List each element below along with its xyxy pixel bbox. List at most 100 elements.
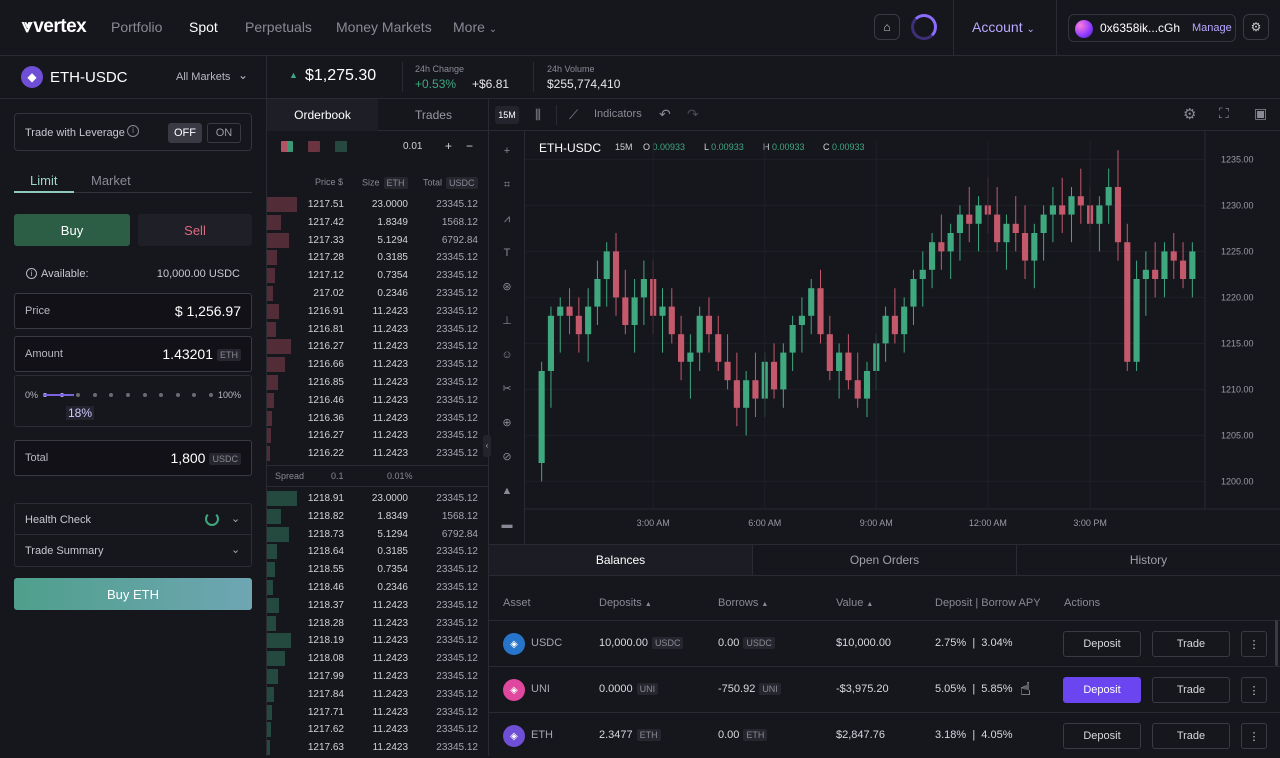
redo-icon[interactable]: ↷: [687, 106, 699, 122]
text-icon[interactable]: T: [503, 247, 511, 259]
bid-row[interactable]: 1218.19 11.2423 23345.12: [267, 632, 489, 649]
gear-icon[interactable]: ⚙: [1243, 14, 1269, 40]
tick-minus-button[interactable]: −: [466, 139, 474, 153]
slider-tick[interactable]: [76, 393, 81, 397]
bid-row[interactable]: 1218.28 11.2423 23345.12: [267, 615, 489, 632]
slider-tick[interactable]: [109, 393, 114, 397]
slider-tick[interactable]: [175, 393, 180, 397]
ask-row[interactable]: 1217.33 5.1294 6792.84: [267, 232, 489, 249]
ask-row[interactable]: 1216.81 11.2423 23345.12: [267, 321, 489, 338]
ask-row[interactable]: 1216.27 11.2423 23345.12: [267, 427, 489, 444]
ruler-icon[interactable]: ✂: [502, 383, 512, 395]
slider-tick[interactable]: [159, 393, 164, 397]
chart-settings-icon[interactable]: ⚙: [1183, 106, 1197, 123]
chevron-down-icon[interactable]: ⌄: [238, 68, 249, 82]
bid-row[interactable]: 1218.91 23.0000 23345.12: [267, 490, 489, 507]
tab-market[interactable]: Market: [91, 173, 131, 188]
ask-row[interactable]: 1217.42 1.8349 1568.12: [267, 214, 489, 231]
emoji-icon[interactable]: ☺: [501, 349, 513, 361]
header-borrows[interactable]: Borrows ▲: [718, 597, 769, 609]
deposit-button[interactable]: Deposit: [1063, 631, 1141, 657]
undo-icon[interactable]: ↶: [659, 106, 671, 122]
candlestick-chart[interactable]: 1235.00 1230.00 1225.00 1220.00 1215.00 1210.…: [525, 131, 1280, 544]
amount-slider[interactable]: 0% 100% 18%: [14, 375, 252, 427]
bid-row[interactable]: 1217.63 11.2423 23345.12: [267, 739, 489, 756]
bid-row[interactable]: 1217.62 11.2423 23345.12: [267, 721, 489, 738]
ask-row[interactable]: 1217.12 0.7354 23345.12: [267, 267, 489, 284]
account-menu[interactable]: Account ⌄: [972, 19, 1035, 35]
trade-button[interactable]: Trade: [1152, 677, 1230, 703]
buy-side-button[interactable]: Buy: [14, 214, 130, 246]
fib-icon[interactable]: ⩘: [503, 213, 511, 225]
market-selector[interactable]: ◆ ETH-USDC All Markets ⌄: [0, 56, 267, 99]
trade-summary-row[interactable]: Trade Summary ⌄: [14, 535, 252, 567]
deposit-button[interactable]: Deposit: [1063, 723, 1141, 749]
view-bids-icon[interactable]: [335, 141, 347, 152]
ask-row[interactable]: 1216.85 11.2423 23345.12: [267, 374, 489, 391]
bid-row[interactable]: 1217.84 11.2423 23345.12: [267, 686, 489, 703]
more-options-icon[interactable]: ⋮: [1241, 631, 1267, 657]
slider-tick[interactable]: [126, 393, 130, 397]
all-markets-label[interactable]: All Markets: [176, 71, 231, 83]
header-deposits[interactable]: Deposits ▲: [599, 597, 652, 609]
slider-tick[interactable]: [192, 393, 197, 397]
view-asks-icon[interactable]: [308, 141, 320, 152]
bid-row[interactable]: 1218.08 11.2423 23345.12: [267, 650, 489, 667]
bid-row[interactable]: 1217.99 11.2423 23345.12: [267, 668, 489, 685]
bid-row[interactable]: 1218.82 1.8349 1568.12: [267, 508, 489, 525]
tab-orderbook[interactable]: Orderbook: [267, 99, 378, 131]
ask-row[interactable]: 1217.28 0.3185 23345.12: [267, 249, 489, 266]
tab-limit[interactable]: Limit: [30, 173, 58, 188]
view-both-icon[interactable]: [281, 141, 293, 152]
ask-row[interactable]: 1216.66 11.2423 23345.12: [267, 356, 489, 373]
bid-row[interactable]: 1217.71 11.2423 23345.12: [267, 704, 489, 721]
ask-row[interactable]: 217.02 0.2346 23345.12: [267, 285, 489, 302]
vertex-logo[interactable]: ⩔vertex: [22, 16, 87, 37]
tab-balances[interactable]: Balances: [489, 545, 752, 576]
bid-row[interactable]: 1218.64 0.3185 23345.12: [267, 543, 489, 560]
ask-row[interactable]: 1216.46 11.2423 23345.12: [267, 392, 489, 409]
screenshot-icon[interactable]: ▣: [1254, 105, 1268, 121]
trade-button[interactable]: Trade: [1152, 631, 1230, 657]
scrollbar[interactable]: [1275, 620, 1278, 666]
deposit-button[interactable]: Deposit: [1063, 677, 1141, 703]
nav-more[interactable]: More ⌄: [453, 19, 498, 35]
nav-money-markets[interactable]: Money Markets: [336, 19, 432, 35]
tab-trades[interactable]: Trades: [415, 108, 452, 122]
ask-row[interactable]: 1216.27 11.2423 23345.12: [267, 338, 489, 355]
candle-type-icon[interactable]: ⫼: [535, 107, 541, 122]
lock-icon[interactable]: ▲: [501, 485, 513, 497]
trade-button[interactable]: Trade: [1152, 723, 1230, 749]
leverage-on-toggle[interactable]: ON: [207, 123, 241, 143]
bid-row[interactable]: 1218.46 0.2346 23345.12: [267, 579, 489, 596]
slider-tick[interactable]: [209, 393, 213, 397]
buy-eth-button[interactable]: Buy ETH: [14, 578, 252, 610]
tab-open-orders[interactable]: Open Orders: [752, 545, 1016, 576]
leverage-off-toggle[interactable]: OFF: [168, 123, 202, 143]
collapse-panel-icon[interactable]: ‹: [483, 435, 491, 457]
nav-spot[interactable]: Spot: [189, 19, 218, 35]
pattern-icon[interactable]: ⊛: [502, 281, 512, 293]
fullscreen-icon[interactable]: ⛶: [1219, 105, 1229, 121]
measure-icon[interactable]: ⊥: [502, 315, 512, 327]
amount-field[interactable]: Amount 1.43201 ETH: [14, 336, 252, 372]
bid-row[interactable]: 1218.73 5.1294 6792.84: [267, 526, 489, 543]
manage-link[interactable]: Manage: [1192, 22, 1232, 34]
ask-row[interactable]: 1216.22 11.2423 23345.12: [267, 445, 489, 462]
tick-plus-button[interactable]: +: [445, 139, 453, 153]
total-field[interactable]: Total 1,800 USDC: [14, 440, 252, 476]
indicators-icon[interactable]: ⟋: [569, 107, 579, 122]
indicators-button[interactable]: Indicators: [594, 108, 642, 120]
more-options-icon[interactable]: ⋮: [1241, 677, 1267, 703]
more-options-icon[interactable]: ⋮: [1241, 723, 1267, 749]
tick-size[interactable]: 0.01: [403, 141, 423, 152]
interval-15m[interactable]: 15M: [495, 106, 519, 124]
nav-portfolio[interactable]: Portfolio: [111, 19, 163, 35]
nav-perpetuals[interactable]: Perpetuals: [245, 19, 312, 35]
ask-row[interactable]: 1216.91 11.2423 23345.12: [267, 303, 489, 320]
bid-row[interactable]: 1218.37 11.2423 23345.12: [267, 597, 489, 614]
wallet-chip[interactable]: 0x6358ik...cGh Manage: [1068, 14, 1236, 42]
crosshair-icon[interactable]: +: [503, 145, 511, 157]
bid-row[interactable]: 1218.55 0.7354 23345.12: [267, 561, 489, 578]
header-value[interactable]: Value ▲: [836, 597, 874, 609]
